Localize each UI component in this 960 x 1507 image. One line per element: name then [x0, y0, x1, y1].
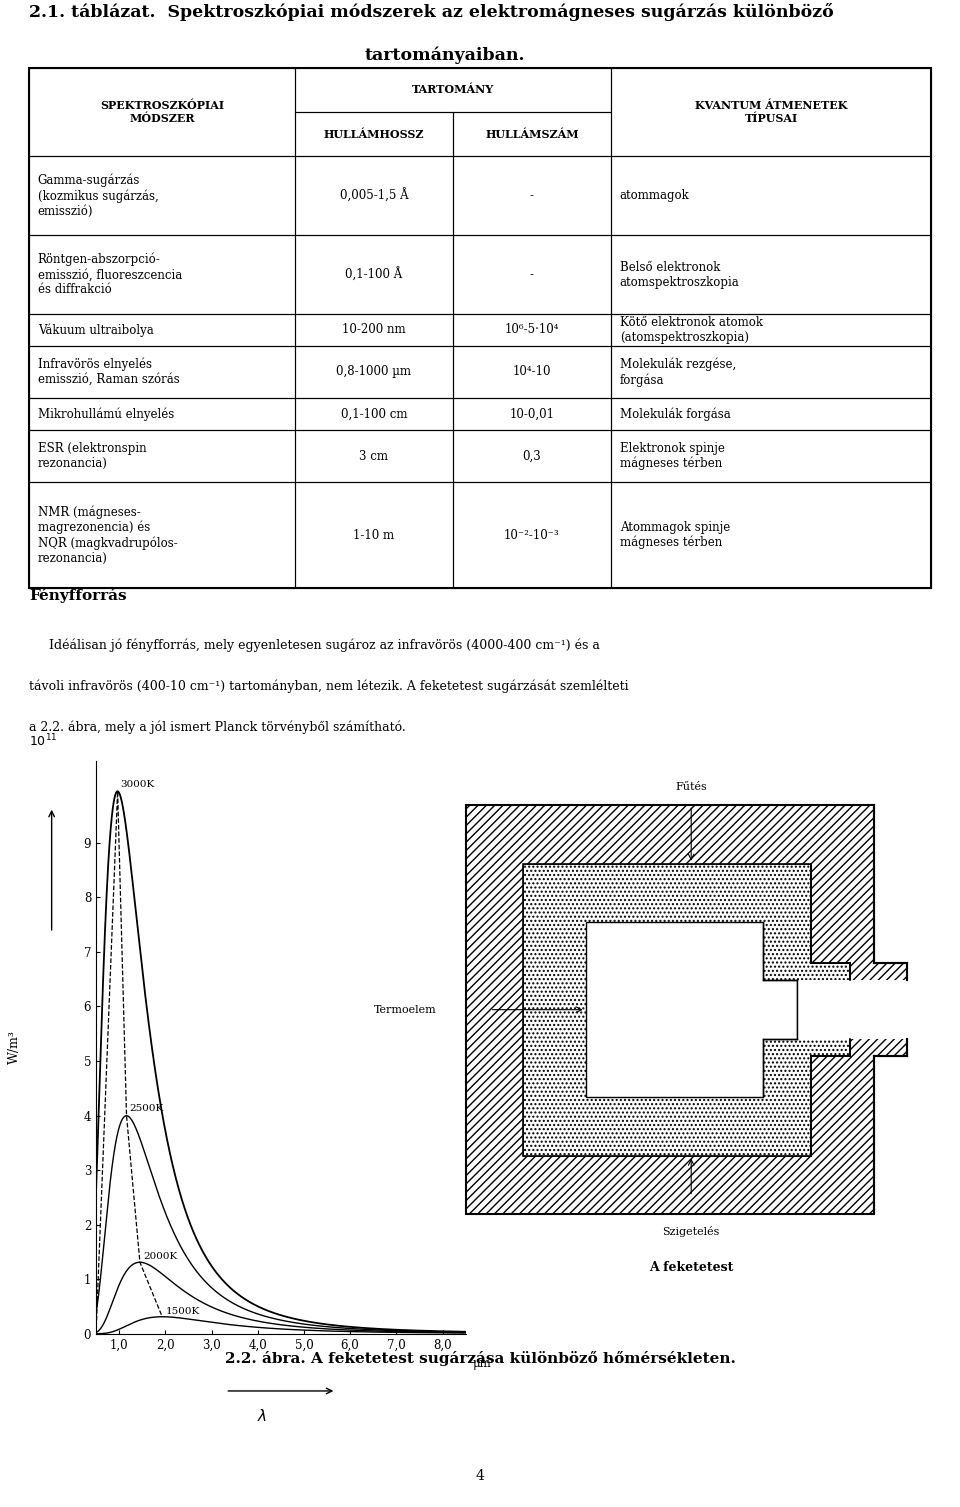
Bar — [29, 313, 295, 345]
Text: Vákuum ultraibolya: Vákuum ultraibolya — [37, 322, 154, 336]
Text: 4: 4 — [475, 1469, 485, 1483]
Bar — [453, 112, 611, 157]
Text: Röntgen-abszorpció-
emisszió, fluoreszcencia
és diffrakció: Röntgen-abszorpció- emisszió, fluoreszce… — [37, 253, 182, 297]
Text: a 2.2. ábra, mely a jól ismert Planck törvényből számítható.: a 2.2. ábra, mely a jól ismert Planck tö… — [29, 720, 405, 734]
Bar — [29, 398, 295, 429]
Bar — [611, 398, 931, 429]
Text: atommagok: atommagok — [620, 190, 689, 202]
Bar — [611, 68, 931, 157]
Text: 10⁴-10: 10⁴-10 — [513, 366, 551, 378]
Text: 1500K: 1500K — [165, 1307, 200, 1316]
Text: HULLÁMHOSSZ: HULLÁMHOSSZ — [324, 128, 424, 140]
Text: μm: μm — [473, 1356, 492, 1370]
Text: NMR (mágneses-
magrezonencia) és
NQR (magkvadrupólos-
rezonancia): NMR (mágneses- magrezonencia) és NQR (ma… — [37, 505, 178, 565]
Bar — [295, 112, 453, 157]
Bar — [453, 313, 611, 345]
Text: 0,005-1,5 Å: 0,005-1,5 Å — [340, 188, 408, 203]
Text: SPEKTROSZKÓPIAI
MÓDSZER: SPEKTROSZKÓPIAI MÓDSZER — [100, 99, 224, 124]
Bar — [29, 345, 295, 398]
Text: -: - — [530, 268, 534, 282]
Text: 10-0,01: 10-0,01 — [510, 407, 554, 420]
Bar — [295, 345, 453, 398]
Text: 10⁶-5·10⁴: 10⁶-5·10⁴ — [505, 324, 559, 336]
Text: 2000K: 2000K — [143, 1252, 178, 1261]
Bar — [611, 429, 931, 482]
Text: Belső elektronok
atomspektroszkopia: Belső elektronok atomspektroszkopia — [620, 261, 739, 289]
Polygon shape — [523, 864, 850, 1156]
Text: A feketetest: A feketetest — [649, 1261, 733, 1273]
Bar — [453, 235, 611, 313]
Bar — [611, 235, 931, 313]
Bar — [29, 68, 295, 157]
Bar — [29, 157, 295, 235]
Polygon shape — [797, 981, 941, 1038]
Text: Termoelem: Termoelem — [374, 1005, 437, 1014]
Bar — [295, 398, 453, 429]
Text: KVANTUM ÁTMENETEK
TÍPUSAI: KVANTUM ÁTMENETEK TÍPUSAI — [695, 99, 848, 124]
Bar — [295, 429, 453, 482]
Text: 0,3: 0,3 — [522, 449, 541, 463]
Bar — [295, 482, 453, 588]
Text: W/m³: W/m³ — [9, 1031, 21, 1064]
Text: 10⁻²-10⁻³: 10⁻²-10⁻³ — [504, 529, 560, 541]
Bar — [453, 157, 611, 235]
Bar — [295, 235, 453, 313]
Bar — [295, 157, 453, 235]
Text: -: - — [530, 190, 534, 202]
Text: 2500K: 2500K — [130, 1105, 164, 1114]
Bar — [611, 157, 931, 235]
Text: Molekulák rezgése,
forgása: Molekulák rezgése, forgása — [620, 357, 736, 386]
Text: 2.1. táblázat.  Spektroszkópiai módszerek az elektromágneses sugárzás különböző: 2.1. táblázat. Spektroszkópiai módszerek… — [29, 3, 833, 21]
Text: Szigetelés: Szigetelés — [662, 1225, 720, 1237]
Bar — [611, 482, 931, 588]
Text: Infravörös elnyelés
emisszió, Raman szórás: Infravörös elnyelés emisszió, Raman szór… — [37, 357, 180, 386]
Text: $\lambda$: $\lambda$ — [257, 1408, 268, 1424]
Bar — [29, 429, 295, 482]
Text: $10^{11}$: $10^{11}$ — [30, 732, 58, 749]
Text: tartományaiban.: tartományaiban. — [365, 47, 525, 65]
Text: 3000K: 3000K — [120, 779, 155, 788]
Bar — [453, 398, 611, 429]
Text: TARTOMÁNY: TARTOMÁNY — [412, 84, 494, 95]
Text: 3 cm: 3 cm — [359, 449, 389, 463]
Text: Mikrohullámú elnyelés: Mikrohullámú elnyelés — [37, 407, 174, 420]
Bar — [611, 345, 931, 398]
Bar — [453, 429, 611, 482]
Text: 1-10 m: 1-10 m — [353, 529, 395, 541]
Bar — [295, 313, 453, 345]
Text: Idéálisan jó fényfforrás, mely egyenletesen sugároz az infravörös (4000-400 cm⁻¹: Idéálisan jó fényfforrás, mely egyenlete… — [29, 639, 600, 653]
Bar — [29, 235, 295, 313]
Bar — [453, 482, 611, 588]
Text: távoli infravörös (400-10 cm⁻¹) tartományban, nem létezik. A feketetest sugárzás: távoli infravörös (400-10 cm⁻¹) tartomán… — [29, 680, 629, 693]
Bar — [453, 345, 611, 398]
Text: 0,8-1000 µm: 0,8-1000 µm — [336, 366, 412, 378]
Text: 0,1-100 Å: 0,1-100 Å — [346, 268, 402, 282]
Text: Atommagok spinje
mágneses térben: Atommagok spinje mágneses térben — [620, 521, 731, 550]
Polygon shape — [466, 805, 907, 1215]
Text: Kötő elektronok atomok
(atomspektroszkopia): Kötő elektronok atomok (atomspektroszkop… — [620, 316, 763, 344]
Bar — [29, 482, 295, 588]
Text: Elektronok spinje
mágneses térben: Elektronok spinje mágneses térben — [620, 442, 725, 470]
Polygon shape — [586, 922, 797, 1097]
Text: HULLÁMSZÁM: HULLÁMSZÁM — [485, 128, 579, 140]
Bar — [611, 313, 931, 345]
Text: 0,1-100 cm: 0,1-100 cm — [341, 407, 407, 420]
Text: Molekulák forgása: Molekulák forgása — [620, 407, 731, 420]
Text: 10-200 nm: 10-200 nm — [342, 324, 406, 336]
Text: Fűtés: Fűtés — [675, 782, 708, 793]
Text: 2.2. ábra. A feketetest sugárzása különböző hőmérsékleten.: 2.2. ábra. A feketetest sugárzása különb… — [225, 1352, 735, 1365]
Text: Gamma-sugárzás
(kozmikus sugárzás,
emisszió): Gamma-sugárzás (kozmikus sugárzás, emiss… — [37, 173, 158, 217]
Bar — [295, 68, 611, 112]
Text: ESR (elektronspin
rezonancia): ESR (elektronspin rezonancia) — [37, 442, 147, 470]
Text: Fényfforrás: Fényfforrás — [29, 588, 127, 603]
